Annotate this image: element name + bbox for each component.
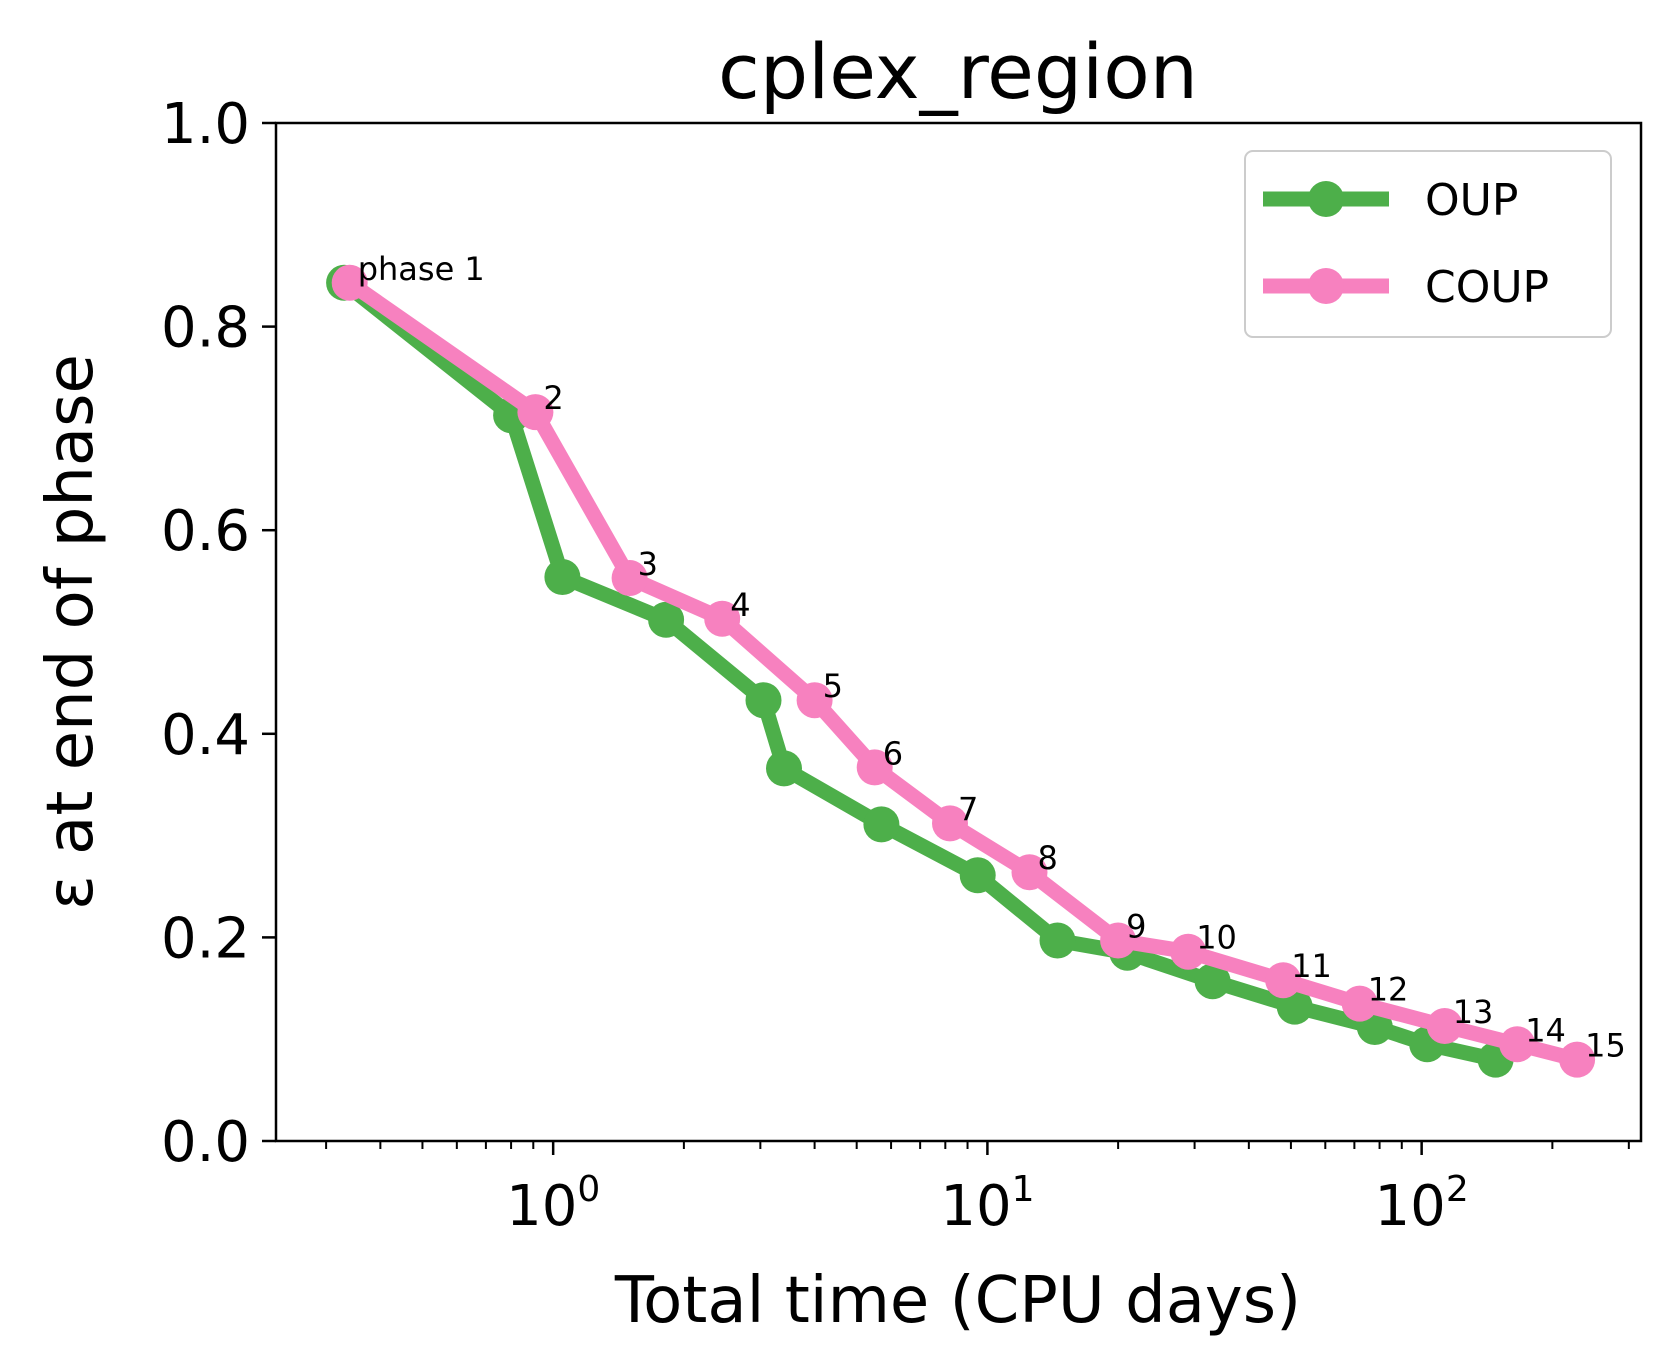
phase-label-12: 12: [1368, 971, 1409, 1009]
data-point-oup-3: [544, 559, 581, 595]
data-point-oup-6: [766, 750, 802, 787]
data-point-coup-7: [932, 805, 968, 842]
y-tick-label-0: 0.0: [161, 1110, 250, 1175]
phase-label-9: 9: [1126, 908, 1146, 946]
x-tick-label-2: 102: [1375, 1169, 1469, 1239]
x-tick-exponent: 2: [1446, 1169, 1469, 1210]
y-tick-label-2: 0.4: [161, 703, 250, 768]
legend-items: OUP COUP: [1263, 175, 1549, 313]
phase-label-5: 5: [823, 667, 843, 705]
legend: OUP COUP: [1244, 150, 1612, 338]
data-point-coup-6: [856, 749, 893, 786]
y-tick-label-1: 0.2: [161, 906, 250, 971]
data-point-coup-13: [1426, 1008, 1463, 1044]
legend-label-oup: OUP: [1425, 175, 1518, 226]
x-axis-label: Total time (CPU days): [614, 1264, 1301, 1338]
plot-frame: [274, 121, 1643, 1143]
x-tick-base: 10: [940, 1174, 1011, 1239]
phase-label-3: 3: [638, 545, 658, 583]
data-point-coup-4: [704, 600, 741, 637]
phase-label-8: 8: [1038, 839, 1058, 877]
data-point-coup-12: [1341, 985, 1378, 1022]
phase-label-7: 7: [958, 790, 978, 828]
data-point-coup-8: [1011, 854, 1048, 891]
data-point-coup-11: [1265, 962, 1302, 999]
phase-label-10: 10: [1196, 919, 1237, 957]
x-tick-base: 10: [1375, 1174, 1446, 1239]
legend-label-coup: COUP: [1425, 262, 1549, 313]
data-point-oup-8: [959, 857, 996, 894]
x-tick-base: 10: [506, 1174, 577, 1239]
phase-label-1: phase 1: [358, 250, 485, 288]
y-tick-label-4: 0.8: [161, 296, 250, 361]
data-point-coup-3: [611, 560, 648, 596]
data-point-coup-15: [1559, 1041, 1596, 1078]
data-point-coup-5: [796, 682, 833, 719]
phase-label-13: 13: [1453, 993, 1494, 1031]
data-point-coup-10: [1170, 933, 1207, 970]
series-layer: [326, 264, 1596, 1078]
data-point-oup-9: [1039, 922, 1076, 959]
legend-swatch-marker-oup: [1308, 181, 1344, 217]
data-point-oup-11: [1194, 963, 1231, 1000]
data-point-oup-4: [648, 601, 685, 638]
phase-label-layer: phase 1 2 3 4 5 6 7 8 9 10 11 12 13 14 15: [358, 250, 1626, 1065]
data-point-oup-7: [863, 806, 900, 843]
y-axis-ticks: 0.0 0.2 0.4 0.6 0.8 1.0: [161, 92, 276, 1175]
y-axis-label: ε at end of phase: [34, 354, 108, 910]
legend-swatch-marker-coup: [1308, 268, 1344, 304]
x-tick-exponent: 1: [1012, 1169, 1035, 1210]
phase-label-6: 6: [883, 734, 903, 772]
x-tick-label-0: 100: [506, 1169, 600, 1239]
y-tick-label-5: 1.0: [161, 92, 250, 157]
phase-label-11: 11: [1291, 947, 1332, 985]
data-point-coup-14: [1499, 1026, 1536, 1063]
data-point-coup-9: [1100, 922, 1137, 959]
y-tick-label-3: 0.6: [161, 499, 250, 564]
x-axis-ticks: 100 101 102: [325, 1141, 1630, 1239]
data-point-coup-1: [331, 264, 368, 301]
phase-label-2: 2: [543, 379, 563, 417]
data-point-coup-2: [517, 394, 554, 431]
phase-label-14: 14: [1525, 1011, 1566, 1049]
x-tick-exponent: 0: [577, 1169, 600, 1210]
phase-label-15: 15: [1585, 1027, 1626, 1065]
data-point-oup-5: [745, 682, 782, 719]
chart-title: cplex_region: [718, 27, 1198, 116]
x-tick-label-1: 101: [940, 1169, 1034, 1239]
phase-label-4: 4: [730, 586, 750, 624]
